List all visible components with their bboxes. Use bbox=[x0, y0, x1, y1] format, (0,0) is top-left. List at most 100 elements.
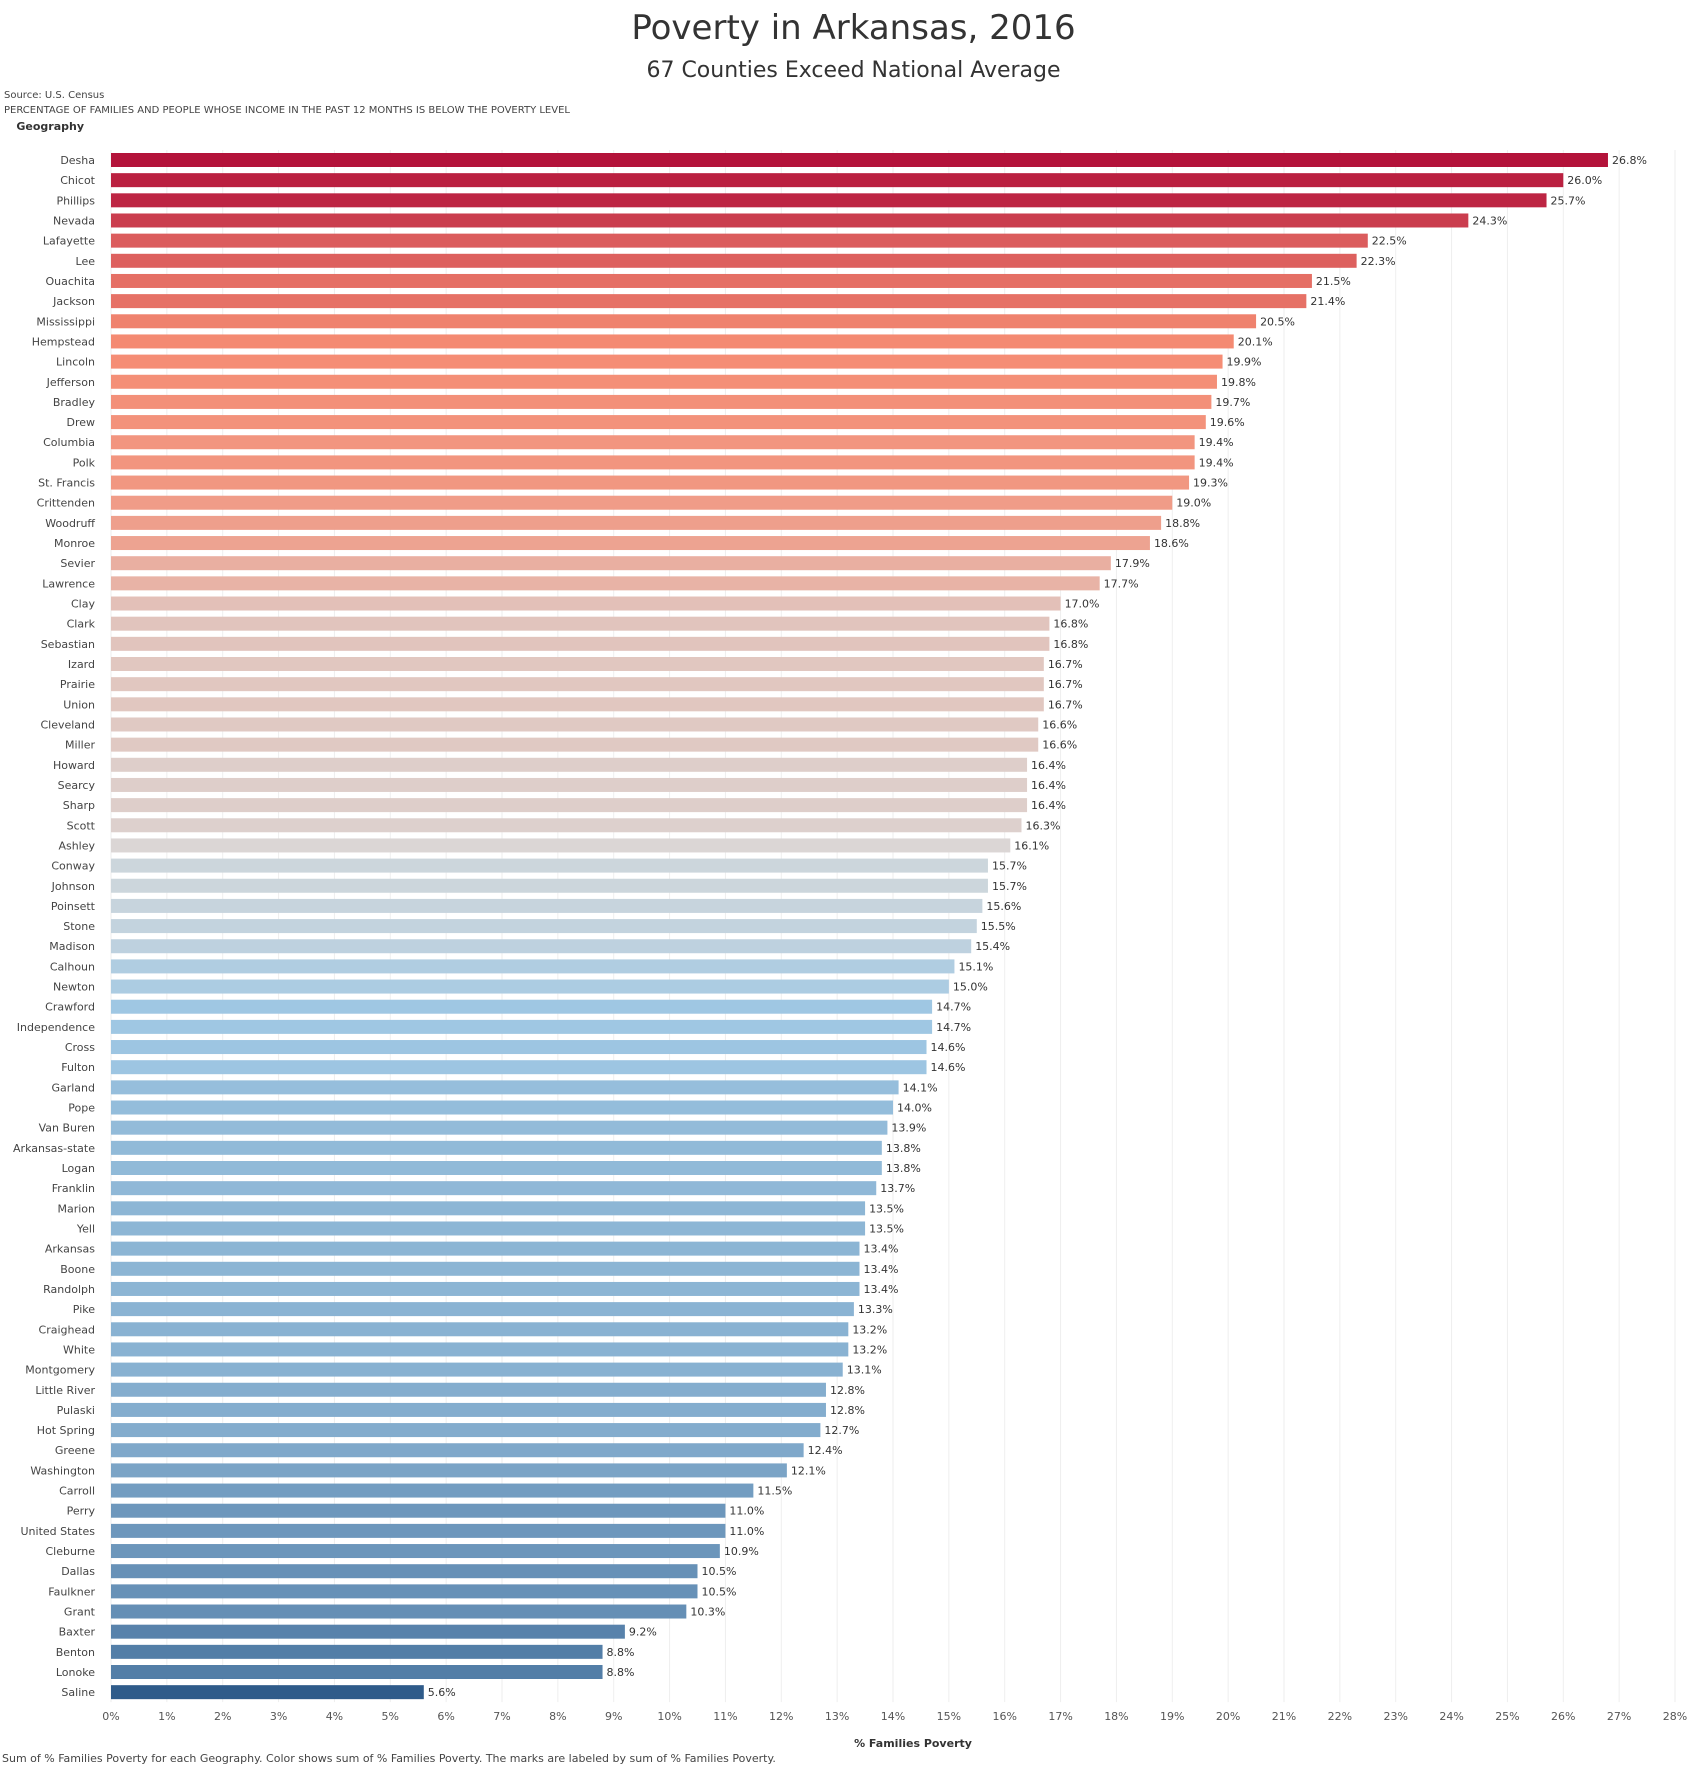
category-label: Jefferson bbox=[46, 376, 95, 389]
data-label: 14.1% bbox=[903, 1081, 938, 1094]
data-label: 12.8% bbox=[830, 1384, 865, 1397]
bar bbox=[111, 334, 1234, 349]
data-label: 19.6% bbox=[1210, 416, 1245, 429]
category-label: Boone bbox=[60, 1263, 95, 1276]
data-label: 15.7% bbox=[992, 880, 1027, 893]
x-tick-label: 9% bbox=[605, 1710, 622, 1723]
bar bbox=[111, 979, 949, 994]
data-label: 12.7% bbox=[824, 1424, 859, 1437]
category-label: Calhoun bbox=[50, 960, 95, 973]
category-label: Stone bbox=[63, 920, 95, 933]
category-label: Faulkner bbox=[48, 1585, 95, 1598]
data-label: 10.5% bbox=[702, 1565, 737, 1578]
category-label: Mississippi bbox=[36, 315, 95, 328]
bar bbox=[111, 515, 1162, 530]
data-label: 21.4% bbox=[1310, 295, 1345, 308]
category-label: Ashley bbox=[58, 839, 95, 852]
data-label: 18.8% bbox=[1165, 517, 1200, 530]
bar bbox=[111, 1322, 849, 1337]
bar bbox=[111, 435, 1195, 450]
bar bbox=[111, 939, 972, 954]
data-label: 16.3% bbox=[1025, 819, 1060, 832]
data-label: 19.8% bbox=[1221, 376, 1256, 389]
bar bbox=[111, 657, 1044, 671]
bar bbox=[111, 1402, 826, 1417]
bar bbox=[111, 737, 1039, 752]
category-label: Lawrence bbox=[42, 577, 95, 590]
bar bbox=[111, 354, 1223, 369]
x-tick-label: 5% bbox=[382, 1710, 399, 1723]
data-label: 13.4% bbox=[863, 1263, 898, 1276]
bar bbox=[111, 1423, 821, 1438]
bar bbox=[111, 1221, 866, 1236]
data-label: 19.9% bbox=[1227, 356, 1262, 369]
data-label: 18.6% bbox=[1154, 537, 1189, 550]
data-label: 15.0% bbox=[953, 981, 988, 994]
category-label: Pulaski bbox=[57, 1404, 95, 1417]
bar bbox=[111, 878, 988, 893]
bar bbox=[111, 253, 1357, 268]
bar bbox=[111, 1483, 754, 1498]
category-label: St. Francis bbox=[38, 477, 95, 490]
bar bbox=[111, 1604, 687, 1619]
category-label: Benton bbox=[56, 1646, 95, 1659]
data-label: 14.0% bbox=[897, 1102, 932, 1115]
data-label: 17.7% bbox=[1104, 577, 1139, 590]
bar bbox=[111, 1019, 933, 1034]
category-label: Perry bbox=[67, 1505, 96, 1518]
x-tick-label: 25% bbox=[1495, 1710, 1519, 1723]
category-label: Nevada bbox=[53, 214, 95, 227]
bar bbox=[111, 757, 1028, 772]
bar bbox=[111, 1181, 877, 1196]
bar bbox=[111, 1201, 866, 1216]
data-label: 19.0% bbox=[1176, 497, 1211, 510]
data-label: 14.7% bbox=[936, 1001, 971, 1014]
category-label: Poinsett bbox=[51, 900, 96, 913]
data-label: 13.3% bbox=[858, 1303, 893, 1316]
category-label: Garland bbox=[51, 1081, 95, 1094]
data-label: 10.5% bbox=[702, 1585, 737, 1598]
category-label: Sebastian bbox=[41, 638, 95, 651]
bar bbox=[111, 576, 1100, 591]
data-label: 26.0% bbox=[1567, 174, 1602, 187]
bar bbox=[111, 1040, 927, 1055]
data-label: 13.2% bbox=[852, 1323, 887, 1336]
category-label: Bradley bbox=[53, 396, 96, 409]
bar bbox=[111, 838, 1011, 853]
category-label: White bbox=[63, 1343, 95, 1356]
bar bbox=[111, 636, 1050, 651]
data-label: 12.1% bbox=[791, 1464, 826, 1477]
x-tick-label: 26% bbox=[1551, 1710, 1575, 1723]
bar bbox=[111, 697, 1044, 712]
bar bbox=[111, 1443, 804, 1458]
source-note: Source: U.S. Census bbox=[4, 90, 105, 101]
category-label: Marion bbox=[57, 1202, 95, 1215]
data-label: 21.5% bbox=[1316, 275, 1351, 288]
bar bbox=[111, 1463, 787, 1478]
x-tick-label: 23% bbox=[1383, 1710, 1407, 1723]
data-label: 22.3% bbox=[1361, 255, 1396, 268]
x-tick-label: 15% bbox=[937, 1710, 961, 1723]
bar bbox=[111, 1362, 843, 1377]
bar bbox=[111, 294, 1307, 309]
bar bbox=[111, 1342, 849, 1357]
bar bbox=[111, 475, 1190, 490]
category-label: Woodruff bbox=[45, 517, 95, 530]
data-label: 24.3% bbox=[1472, 214, 1507, 227]
category-label: Washington bbox=[30, 1464, 95, 1477]
x-tick-label: 6% bbox=[437, 1710, 454, 1723]
data-label: 15.7% bbox=[992, 860, 1027, 873]
bar bbox=[111, 1665, 603, 1679]
data-label: 16.7% bbox=[1048, 658, 1083, 671]
data-label: 22.5% bbox=[1372, 235, 1407, 248]
data-label: 16.8% bbox=[1053, 618, 1088, 631]
x-tick-label: 20% bbox=[1216, 1710, 1240, 1723]
category-label: Newton bbox=[53, 981, 95, 994]
category-label: Hempstead bbox=[32, 335, 95, 348]
category-label: Saline bbox=[61, 1686, 95, 1699]
category-label: Polk bbox=[73, 456, 96, 469]
x-tick-label: 16% bbox=[992, 1710, 1016, 1723]
bar bbox=[111, 374, 1217, 389]
category-label: Carroll bbox=[59, 1485, 95, 1498]
x-tick-label: 22% bbox=[1328, 1710, 1352, 1723]
